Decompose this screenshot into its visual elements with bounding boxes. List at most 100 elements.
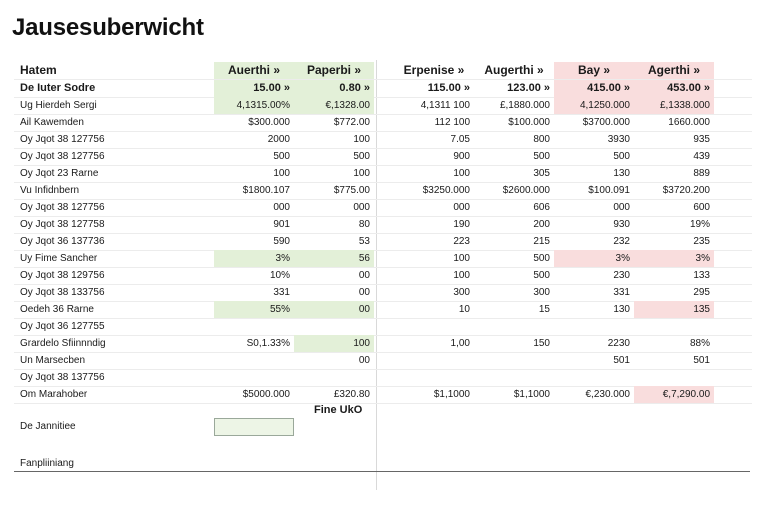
header-col-2[interactable]: Paperbi »: [294, 62, 374, 79]
table-cell[interactable]: £320.80: [333, 389, 370, 400]
table-cell[interactable]: 935: [693, 134, 710, 145]
table-cell[interactable]: 000: [613, 202, 630, 213]
table-cell[interactable]: 331: [613, 287, 630, 298]
table-cell[interactable]: 10%: [269, 270, 290, 281]
table-cell[interactable]: 10: [458, 304, 470, 315]
row-label[interactable]: Oy Jqot 38 133756: [20, 287, 105, 298]
table-cell[interactable]: [634, 318, 714, 335]
table-cell[interactable]: 19%: [689, 219, 710, 230]
table-cell[interactable]: $772.00: [333, 117, 370, 128]
row-label[interactable]: Om Marahober: [20, 389, 88, 400]
table-cell[interactable]: 500: [533, 253, 550, 264]
table-cell[interactable]: 200: [533, 219, 550, 230]
table-cell[interactable]: [394, 352, 474, 369]
table-cell[interactable]: 100: [273, 168, 290, 179]
row-label[interactable]: Grardelo Sfiinnndig: [20, 338, 106, 349]
table-cell[interactable]: 4,1315.00%: [214, 97, 294, 114]
row-label[interactable]: Oy Jqot 38 127758: [20, 219, 105, 230]
table-cell[interactable]: 0.80 »: [294, 80, 374, 97]
table-cell[interactable]: 4,1250.000: [554, 97, 634, 114]
table-cell[interactable]: 439: [693, 151, 710, 162]
table-cell[interactable]: 100: [453, 168, 470, 179]
table-cell[interactable]: 800: [533, 134, 550, 145]
table-cell[interactable]: 235: [693, 236, 710, 247]
table-cell[interactable]: 112 100: [434, 117, 470, 128]
row-label[interactable]: Vu Infidnbern: [20, 185, 80, 196]
table-cell[interactable]: 000: [353, 202, 370, 213]
header-col-1[interactable]: Auerthi »: [214, 62, 294, 79]
header-col-3[interactable]: Erpenise »: [403, 63, 465, 77]
table-cell[interactable]: 100: [294, 335, 374, 352]
row-label[interactable]: Ug Hierdeh Sergi: [20, 100, 97, 111]
row-label[interactable]: Oy Jqot 23 Rarne: [20, 168, 99, 179]
table-cell[interactable]: 305: [533, 168, 550, 179]
table-cell[interactable]: €,7,290.00: [634, 386, 714, 403]
table-cell[interactable]: 55%: [214, 301, 294, 318]
table-cell[interactable]: 3930: [607, 134, 630, 145]
table-cell[interactable]: 501: [693, 355, 710, 366]
table-cell[interactable]: [294, 318, 374, 335]
table-cell[interactable]: 230: [613, 270, 630, 281]
row-label[interactable]: De Iuter Sodre: [20, 82, 96, 94]
table-cell[interactable]: 130: [613, 168, 630, 179]
table-cell[interactable]: 500: [533, 151, 550, 162]
table-cell[interactable]: 300: [453, 287, 470, 298]
table-cell[interactable]: 53: [358, 236, 370, 247]
table-cell[interactable]: 115.00 »: [427, 82, 470, 94]
table-cell[interactable]: [474, 369, 554, 386]
table-cell[interactable]: $2600.000: [502, 185, 550, 196]
table-cell[interactable]: [554, 369, 634, 386]
table-cell[interactable]: 500: [613, 151, 630, 162]
table-cell[interactable]: [214, 369, 294, 386]
header-col-5[interactable]: Bay »: [554, 62, 634, 79]
table-cell[interactable]: $1,1000: [433, 389, 470, 400]
table-cell[interactable]: $3250.000: [422, 185, 470, 196]
table-cell[interactable]: 215: [533, 236, 550, 247]
table-cell[interactable]: €,230.000: [585, 389, 631, 400]
table-cell[interactable]: 331: [273, 287, 290, 298]
header-col-4[interactable]: Augerthi »: [484, 63, 544, 77]
table-cell[interactable]: 3%: [554, 250, 634, 267]
table-cell[interactable]: 150: [533, 338, 550, 349]
table-cell[interactable]: 00: [294, 301, 374, 318]
table-cell[interactable]: 900: [453, 151, 470, 162]
table-cell[interactable]: 133: [693, 270, 710, 281]
table-cell[interactable]: [634, 369, 714, 386]
table-cell[interactable]: 3%: [214, 250, 294, 267]
table-cell[interactable]: 300: [533, 287, 550, 298]
table-cell[interactable]: $300.000: [248, 117, 290, 128]
table-cell[interactable]: 232: [613, 236, 630, 247]
table-cell[interactable]: [394, 318, 474, 335]
row-label[interactable]: Oy Jqot 38 129756: [20, 270, 105, 281]
table-cell[interactable]: 606: [533, 202, 550, 213]
table-cell[interactable]: 500: [273, 151, 290, 162]
table-cell[interactable]: $100.091: [588, 185, 630, 196]
table-cell[interactable]: S0,1.33%: [246, 338, 290, 349]
table-cell[interactable]: £,1338.000: [634, 97, 714, 114]
row-label[interactable]: Oy Jqot 36 137736: [20, 236, 105, 247]
table-cell[interactable]: [474, 318, 554, 335]
row-label[interactable]: Oy Jqot 36 127755: [20, 321, 105, 332]
table-cell[interactable]: [294, 369, 374, 386]
table-cell[interactable]: [214, 352, 294, 369]
table-cell[interactable]: £,1880.000: [499, 100, 550, 111]
table-cell[interactable]: 00: [358, 287, 370, 298]
table-cell[interactable]: 3%: [634, 250, 714, 267]
table-cell[interactable]: 7.05: [450, 134, 470, 145]
table-cell[interactable]: 100: [453, 270, 470, 281]
table-cell[interactable]: 453.00 »: [634, 80, 714, 97]
table-cell[interactable]: 100: [353, 168, 370, 179]
table-cell[interactable]: 88%: [689, 338, 710, 349]
table-cell[interactable]: 1,00: [450, 338, 470, 349]
table-cell[interactable]: 889: [693, 168, 710, 179]
table-cell[interactable]: 130: [613, 304, 630, 315]
table-cell[interactable]: [214, 318, 294, 335]
table-cell[interactable]: 100: [353, 134, 370, 145]
table-cell[interactable]: $5000.000: [242, 389, 290, 400]
table-cell[interactable]: 590: [273, 236, 290, 247]
row-label[interactable]: Uy Fime Sancher: [20, 253, 98, 264]
table-cell[interactable]: $1,1000: [513, 389, 550, 400]
table-cell[interactable]: 135: [634, 301, 714, 318]
table-cell[interactable]: 600: [693, 202, 710, 213]
table-cell[interactable]: $775.00: [333, 185, 370, 196]
